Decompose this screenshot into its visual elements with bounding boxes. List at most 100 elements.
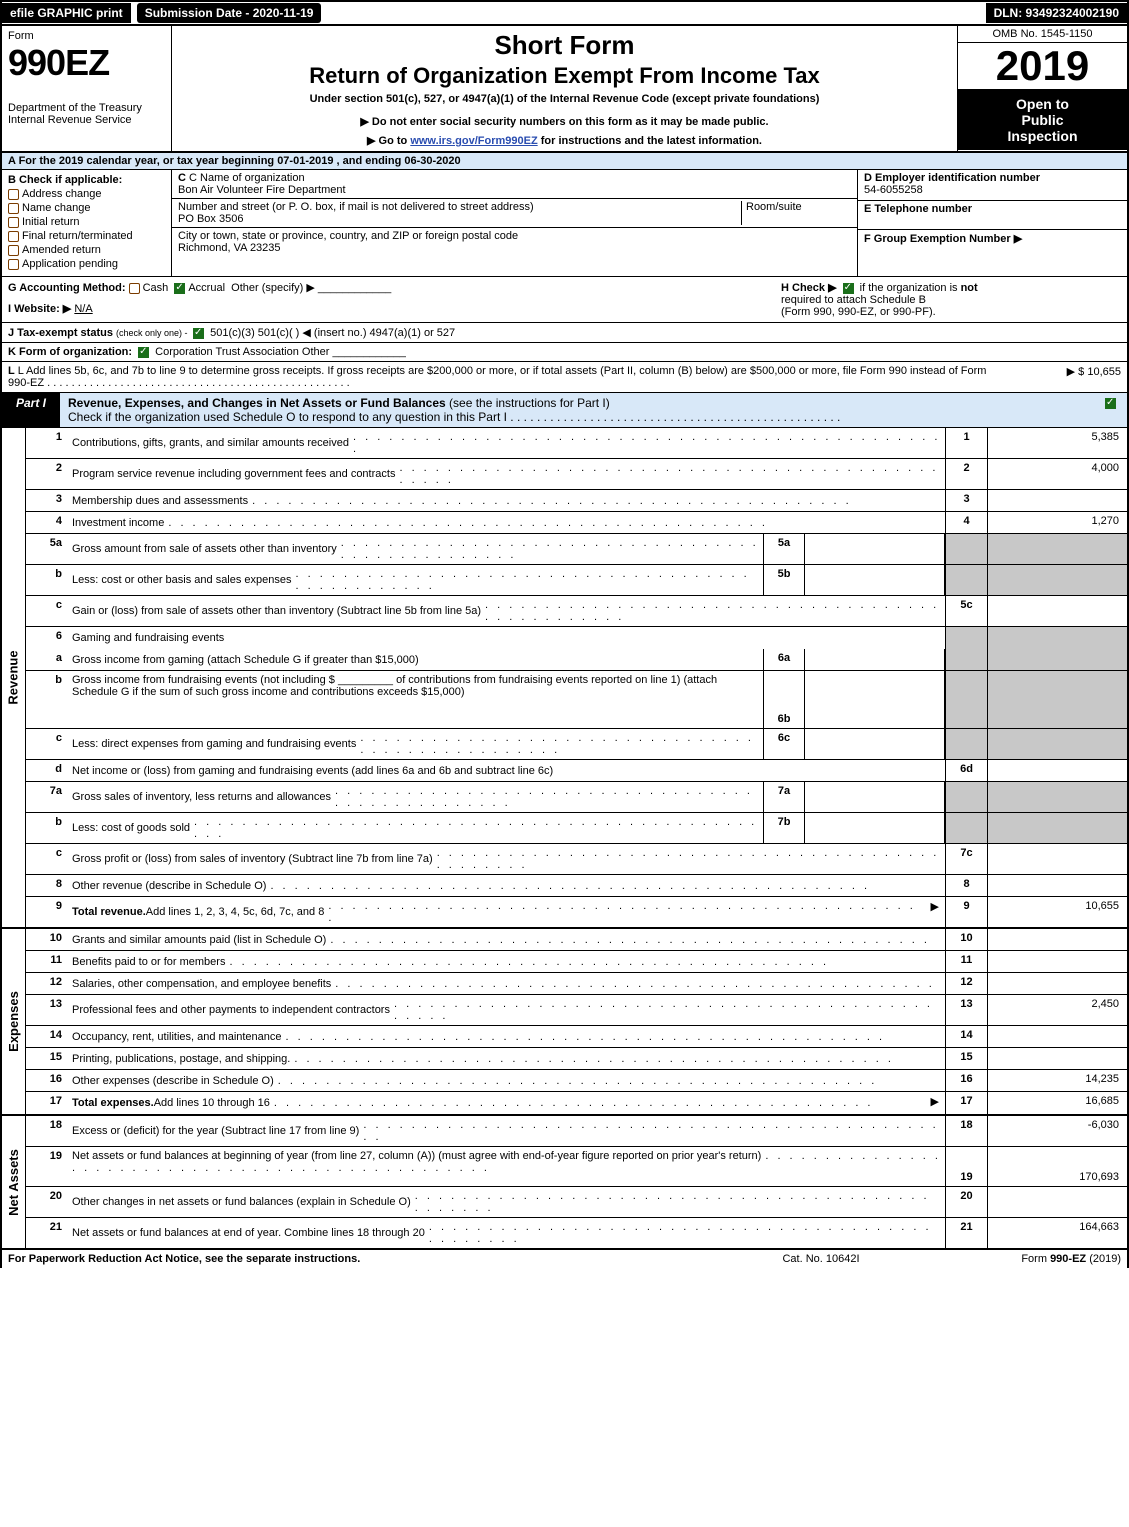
- dots: . . . . . . . . . . . . . . . . . . . . …: [353, 431, 941, 455]
- j-opts: 501(c)(3) 501(c)( ) ◀ (insert no.) 4947(…: [210, 327, 455, 339]
- line-rnum: [945, 565, 987, 595]
- header-left: Form 990EZ Department of the Treasury In…: [2, 26, 172, 151]
- chk-final-return[interactable]: Final return/terminated: [8, 230, 165, 242]
- org-name: Bon Air Volunteer Fire Department: [178, 184, 851, 196]
- checkbox-checked-icon[interactable]: [843, 283, 854, 294]
- revenue-side-label: Revenue: [2, 428, 26, 927]
- line-desc: Less: direct expenses from gaming and fu…: [72, 738, 356, 750]
- line-4: 4 Investment income. . . . . . . . . . .…: [26, 512, 1127, 534]
- chk-label: Application pending: [22, 258, 118, 270]
- open-line1: Open to: [958, 96, 1127, 112]
- g-accounting: G Accounting Method: Cash Accrual Other …: [8, 281, 781, 318]
- ein-value: 54-6055258: [864, 184, 1121, 196]
- line-value: [987, 929, 1127, 950]
- line-3: 3 Membership dues and assessments. . . .…: [26, 490, 1127, 512]
- line-desc: Less: cost or other basis and sales expe…: [72, 574, 292, 586]
- chk-initial-return[interactable]: Initial return: [8, 216, 165, 228]
- dots: . . . . . . . . . . . . . . . . . . . . …: [194, 816, 759, 840]
- dots: . . . . . . . . . . . . . . . . . . . . …: [274, 1097, 921, 1109]
- revenue-body: 1 Contributions, gifts, grants, and simi…: [26, 428, 1127, 927]
- arrow-icon: ▶: [925, 897, 945, 927]
- line-desc: Occupancy, rent, utilities, and maintena…: [72, 1031, 282, 1043]
- open-to-public: Open to Public Inspection: [958, 90, 1127, 150]
- efile-label[interactable]: efile GRAPHIC print: [2, 3, 131, 23]
- c-label-text: C Name of organization: [189, 172, 305, 184]
- addr-label: Number and street (or P. O. box, if mail…: [178, 201, 741, 213]
- h-text3: required to attach Schedule B: [781, 294, 926, 306]
- line-value: [987, 951, 1127, 972]
- chk-application-pending[interactable]: Application pending: [8, 258, 165, 270]
- chk-address-change[interactable]: Address change: [8, 188, 165, 200]
- chk-name-change[interactable]: Name change: [8, 202, 165, 214]
- row-j: J Tax-exempt status (check only one) - 5…: [0, 323, 1129, 343]
- netassets-label-text: Net Assets: [6, 1149, 21, 1216]
- dept-irs: Internal Revenue Service: [8, 114, 165, 126]
- part-i-checkbox[interactable]: [1094, 393, 1127, 427]
- chk-label: Final return/terminated: [22, 230, 133, 242]
- line-num: 8: [26, 875, 68, 896]
- line-desc: Less: cost of goods sold: [72, 822, 190, 834]
- checkbox-checked-icon[interactable]: [193, 328, 204, 339]
- checkbox-checked-icon[interactable]: [138, 347, 149, 358]
- mid-val: [805, 813, 945, 843]
- line-desc: Grants and similar amounts paid (list in…: [72, 934, 326, 946]
- line-desc: Investment income: [72, 517, 164, 529]
- line-num: d: [26, 760, 68, 781]
- line-rnum: 4: [945, 512, 987, 533]
- line-rnum: 15: [945, 1048, 987, 1069]
- open-line3: Inspection: [958, 128, 1127, 144]
- b-title: B Check if applicable:: [8, 174, 165, 186]
- line-rnum: 20: [945, 1187, 987, 1217]
- dots: . . . . . . . . . . . . . . . . . . . . …: [415, 1190, 941, 1214]
- row-a-tax-year: A For the 2019 calendar year, or tax yea…: [0, 153, 1129, 170]
- line-desc: Other changes in net assets or fund bala…: [72, 1196, 411, 1208]
- line-num: 19: [26, 1147, 68, 1186]
- line-num: c: [26, 596, 68, 626]
- checkbox-icon: [8, 203, 19, 214]
- g-accrual: Accrual: [188, 282, 225, 294]
- line-desc: Gaming and fundraising events: [72, 632, 224, 644]
- open-line2: Public: [958, 112, 1127, 128]
- line-rnum: 16: [945, 1070, 987, 1091]
- line-num: b: [26, 565, 68, 595]
- revenue-section: Revenue 1 Contributions, gifts, grants, …: [0, 428, 1129, 929]
- dots: . . . . . . . . . . . . . . . . . . . . …: [360, 732, 759, 756]
- dots: . . . . . . . . . . . . . . . . . . . . …: [341, 537, 759, 561]
- line-num: 10: [26, 929, 68, 950]
- header-mid: Short Form Return of Organization Exempt…: [172, 26, 957, 151]
- g-cash: Cash: [143, 282, 169, 294]
- checkbox-icon: [8, 231, 19, 242]
- footer-left: For Paperwork Reduction Act Notice, see …: [8, 1253, 721, 1265]
- line-num: 4: [26, 512, 68, 533]
- website-value: N/A: [74, 303, 92, 315]
- line-rnum: 18: [945, 1116, 987, 1146]
- line-num: 13: [26, 995, 68, 1025]
- mid-num: 6a: [763, 649, 805, 670]
- dots: . . . . . . . . . . . . . . . . . . . . …: [296, 568, 759, 592]
- ssn-note: ▶ Do not enter social security numbers o…: [180, 115, 949, 128]
- expenses-label-text: Expenses: [6, 991, 21, 1052]
- mid-val: [805, 671, 945, 728]
- chk-amended[interactable]: Amended return: [8, 244, 165, 256]
- addr-value: PO Box 3506: [178, 213, 741, 225]
- dln-label: DLN: 93492324002190: [986, 3, 1127, 23]
- dots: . . . . . . . . . . . . . . . . . . . . …: [510, 410, 840, 424]
- mid-num: 6b: [763, 671, 805, 728]
- footer-right-bold: 990-EZ: [1050, 1253, 1086, 1265]
- footer-right: Form 990-EZ (2019): [921, 1253, 1121, 1265]
- line-rnum: [945, 649, 987, 670]
- checkbox-icon: [8, 245, 19, 256]
- checkbox-icon[interactable]: [129, 283, 140, 294]
- line-desc: Gross profit or (loss) from sales of inv…: [72, 853, 433, 865]
- line-value: 164,663: [987, 1218, 1127, 1248]
- line-rnum: [945, 627, 987, 649]
- row-gh: G Accounting Method: Cash Accrual Other …: [0, 277, 1129, 323]
- line-19: 19 Net assets or fund balances at beginn…: [26, 1147, 1127, 1187]
- dots: . . . . . . . . . . . . . . . . . . . . …: [399, 462, 941, 486]
- checkbox-checked-icon[interactable]: [174, 283, 185, 294]
- irs-link[interactable]: www.irs.gov/Form990EZ: [410, 135, 537, 147]
- netassets-body: 18 Excess or (deficit) for the year (Sub…: [26, 1116, 1127, 1248]
- dots: . . . . . . . . . . . . . . . . . . . . …: [485, 599, 941, 623]
- addr-row: Number and street (or P. O. box, if mail…: [172, 199, 857, 228]
- h-text4: (Form 990, 990-EZ, or 990-PF).: [781, 306, 936, 318]
